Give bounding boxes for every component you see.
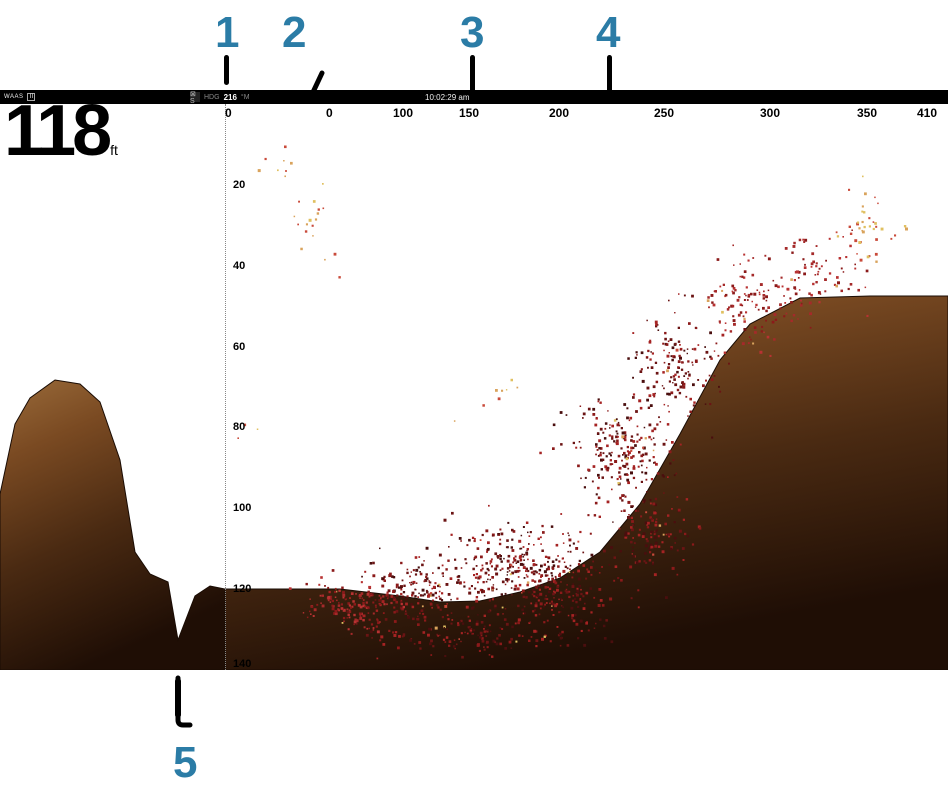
heading-unit: °M xyxy=(241,94,250,101)
depth-tick: 80 xyxy=(233,421,245,433)
range-tick: 0 xyxy=(225,106,232,120)
range-tick: 0 xyxy=(326,106,333,120)
sonar-display: WAAS II ⊠ S HDG 216 °M 10:02:29 am 118 xyxy=(0,90,948,670)
range-tick: 150 xyxy=(459,106,479,120)
range-tick: 300 xyxy=(760,106,780,120)
heading-label: HDG xyxy=(204,94,220,101)
range-tick: 100 xyxy=(393,106,413,120)
sonar-canvas xyxy=(0,104,948,670)
depth-tick: 40 xyxy=(233,260,245,272)
depth-tick: 60 xyxy=(233,341,245,353)
clock: 10:02:29 am xyxy=(425,93,469,102)
depth-tick: 140 xyxy=(233,658,251,670)
depth-value: 118 xyxy=(4,90,108,172)
range-tick: 200 xyxy=(549,106,569,120)
status-bar: WAAS II ⊠ S HDG 216 °M 10:02:29 am xyxy=(0,90,948,104)
range-tick: 350 xyxy=(857,106,877,120)
position-divider-line xyxy=(225,104,226,670)
depth-tick: 100 xyxy=(233,502,251,514)
depth-unit: ft xyxy=(110,142,118,158)
mode-indicator: ⊠ S xyxy=(190,92,200,102)
depth-tick: 120 xyxy=(233,583,251,595)
heading-value: 216 xyxy=(224,93,237,102)
depth-tick: 20 xyxy=(233,179,245,191)
depth-readout: 118 ft xyxy=(4,90,118,172)
range-tick: 410 xyxy=(917,106,937,120)
range-tick: 250 xyxy=(654,106,674,120)
